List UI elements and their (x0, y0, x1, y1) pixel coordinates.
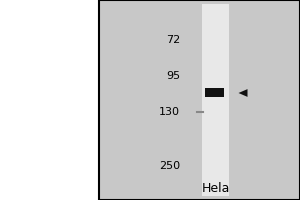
Text: 130: 130 (159, 107, 180, 117)
Bar (205, 88, 224, 97)
Bar (99, 0, 300, 200)
Text: 72: 72 (166, 35, 180, 45)
Polygon shape (238, 89, 247, 97)
Text: 95: 95 (166, 71, 180, 81)
Text: 250: 250 (159, 161, 180, 171)
Bar (99, 0, 300, 200)
Bar (202, 4, 230, 196)
Text: Hela: Hela (202, 182, 230, 194)
